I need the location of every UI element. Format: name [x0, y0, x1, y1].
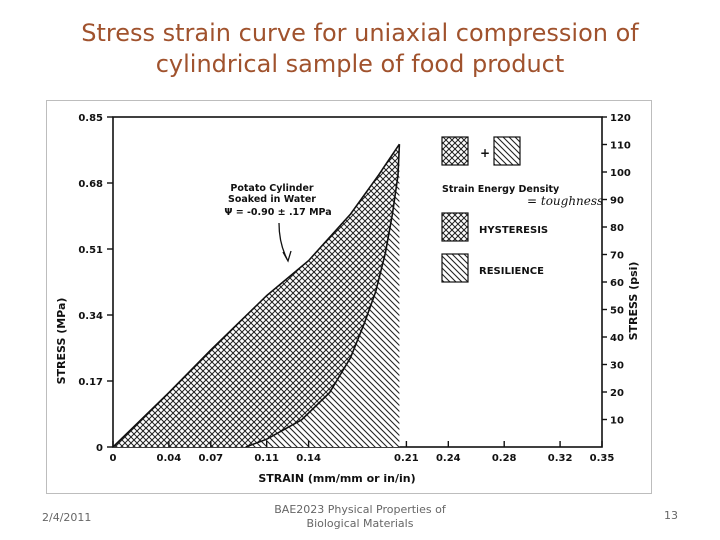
- y-tick-label: 0.68: [78, 179, 103, 190]
- footer-page-number: 13: [664, 509, 678, 522]
- resilience-area: [245, 144, 400, 447]
- footer-date: 2/4/2011: [42, 511, 92, 524]
- legend-handwritten-note: = toughness: [527, 194, 603, 208]
- x-tick-label: 0.14: [296, 453, 321, 464]
- hysteresis-area: [113, 144, 400, 447]
- y-tick-label: 0.17: [78, 377, 103, 388]
- x-tick-label: 0.32: [548, 453, 573, 464]
- x-tick-label: 0.21: [394, 453, 419, 464]
- y2-tick-label: 70: [610, 251, 624, 262]
- x-tick-label: 0.24: [436, 453, 461, 464]
- legend-swatch-hysteresis-row: [441, 212, 469, 242]
- y-axis-label: STRESS (MPa): [55, 298, 68, 385]
- legend-swatch-resilience-row: [441, 253, 469, 283]
- legend-hysteresis: HYSTERESIS: [479, 225, 548, 236]
- annotation-arrow: [278, 222, 288, 260]
- chart-image-frame: 0 0.04 0.07 0.11 0.14 0.21 0.24 0.28 0.32 0.35 0 0.…: [46, 100, 652, 494]
- loading-curve: [112, 143, 401, 448]
- y2-tick-label: 40: [610, 333, 624, 344]
- x-tick-label: 0.07: [198, 453, 223, 464]
- title-line-2: cylindrical sample of food product: [155, 50, 565, 78]
- y-tick-label: 0.85: [78, 113, 103, 124]
- slide-title: Stress strain curve for uniaxial compres…: [60, 18, 660, 80]
- unloading-curve: [245, 144, 401, 448]
- stress-strain-chart: 0 0.04 0.07 0.11 0.14 0.21 0.24 0.28 0.32 0.35 0 0.…: [55, 113, 640, 485]
- y2-tick-label: 80: [610, 223, 624, 234]
- legend-resilience: RESILIENCE: [479, 266, 544, 277]
- y2-axis-label: STRESS (psi): [627, 262, 640, 341]
- annotation-arrowhead: [282, 250, 292, 263]
- legend-swatch-hysteresis: [441, 136, 469, 166]
- footer-course: BAE2023 Physical Properties of Biologica…: [274, 503, 446, 530]
- y2-tick-label: 60: [610, 278, 624, 289]
- y2-tick-label: 100: [610, 168, 631, 179]
- y2-tick-label: 50: [610, 306, 624, 317]
- y2-tick-label: 90: [610, 196, 624, 207]
- annotation-line-1: Potato Cylinder: [230, 183, 314, 194]
- x-tick-label: 0.35: [590, 453, 615, 464]
- x-tick-label: 0.28: [492, 453, 517, 464]
- legend: + Strain Energy Density = toughness HYST…: [441, 136, 603, 283]
- legend-swatch-resilience-top: [493, 136, 521, 166]
- annotation-line-3: Ψ = -0.90 ± .17 MPa: [224, 207, 331, 218]
- x-tick-label: 0: [110, 453, 117, 464]
- x-axis-label: STRAIN (mm/mm or in/in): [258, 472, 415, 485]
- y-tick-label: 0.34: [78, 311, 103, 322]
- y-tick-label: 0.51: [78, 245, 103, 256]
- legend-plus: +: [480, 146, 490, 160]
- annotation-line-2: Soaked in Water: [228, 194, 316, 205]
- legend-heading: Strain Energy Density: [442, 184, 560, 195]
- y2-tick-label: 110: [610, 141, 631, 152]
- y2-tick-label: 120: [610, 113, 631, 124]
- x-tick-label: 0.11: [254, 453, 279, 464]
- title-line-1: Stress strain curve for uniaxial compres…: [81, 19, 639, 47]
- y2-tick-label: 20: [610, 388, 624, 399]
- x-tick-label: 0.04: [157, 453, 182, 464]
- y-tick-label: 0: [96, 443, 103, 454]
- y2-tick-label: 30: [610, 361, 624, 372]
- y2-tick-label: 10: [610, 416, 624, 427]
